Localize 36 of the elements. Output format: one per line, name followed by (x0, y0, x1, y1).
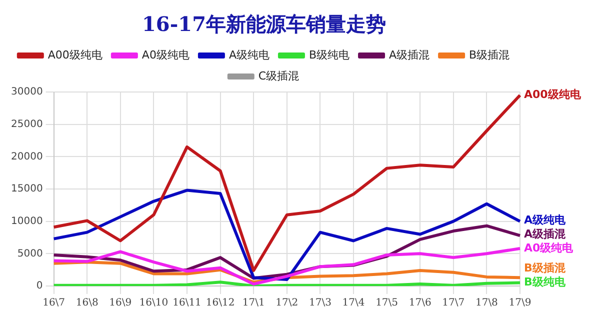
y-tick-label: 10000 (11, 216, 43, 227)
y-tick-label: 15000 (11, 184, 43, 195)
legend-label: B级插混 (469, 48, 510, 62)
x-tick-label: 17\7 (442, 298, 465, 309)
legend-label: A0级纯电 (142, 48, 190, 62)
x-tick-label: 17\2 (276, 298, 298, 309)
annotation: A级插混 (524, 227, 567, 240)
x-tick-label: 17\6 (408, 298, 432, 309)
x-tick-label: 17\3 (308, 298, 332, 309)
y-tick-label: 5000 (17, 248, 43, 260)
chart-title: 16-17年新能源车销量走势 (142, 12, 386, 36)
legend-label: B级纯电 (308, 48, 350, 62)
legend-label: A级纯电 (228, 48, 270, 62)
x-tick-label: 17\1 (242, 298, 265, 309)
annotation: B级纯电 (524, 276, 566, 289)
x-tick-label: 16\10 (139, 298, 168, 309)
y-tick-label: 0 (36, 280, 43, 292)
annotation: B级插混 (524, 262, 566, 275)
y-tick-label: 30000 (11, 86, 43, 98)
x-tick-label: 16\8 (76, 298, 98, 309)
x-tick-label: 16\7 (42, 298, 66, 309)
y-tick-label: 20000 (11, 151, 43, 162)
x-tick-label: 17\8 (475, 298, 498, 309)
x-tick-label: 16\11 (172, 298, 202, 309)
y-tick-label: 25000 (11, 118, 43, 130)
annotation: A0级纯电 (524, 241, 574, 254)
x-tick-label: 16\9 (109, 298, 132, 309)
legend-label: C级插混 (258, 69, 300, 82)
x-tick-label: 17\4 (342, 298, 365, 309)
x-tick-label: 16\12 (206, 298, 235, 309)
legend-label: A00级纯电 (48, 48, 102, 62)
annotation: A级纯电 (524, 213, 567, 226)
annotation: A00级纯电 (524, 88, 582, 102)
x-tick-label: 17\9 (508, 298, 532, 309)
legend-label: A级插混 (389, 48, 430, 62)
x-tick-label: 17\5 (376, 298, 398, 309)
